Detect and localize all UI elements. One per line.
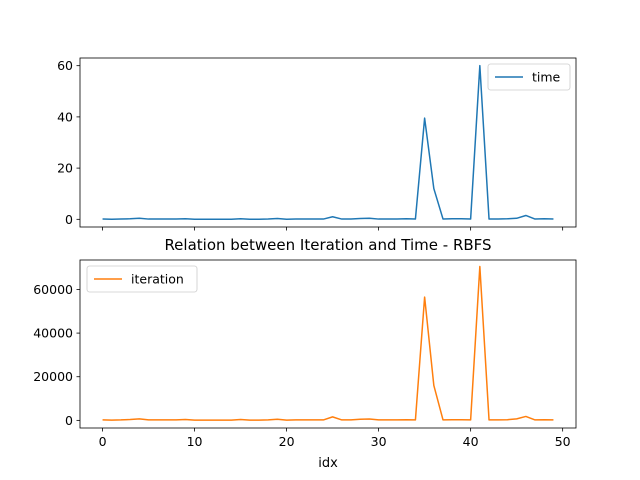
iteration-y-tick-label: 20000 — [33, 369, 73, 384]
iteration-series-line — [102, 265, 554, 421]
time-x-ticks — [102, 227, 564, 231]
time-legend-label: time — [532, 70, 561, 85]
iteration-x-tick-label: 0 — [99, 434, 107, 449]
iteration-y-tick-label: 60000 — [33, 282, 73, 297]
iteration-y-ticks: 0 20000 40000 60000 — [33, 282, 80, 428]
plot-title: Relation between Iteration and Time - RB… — [164, 236, 491, 254]
iteration-legend-box — [86, 265, 198, 293]
iteration-x-tick-label: 30 — [371, 434, 387, 449]
iteration-y-tick-label: 40000 — [33, 326, 73, 341]
iteration-x-ticks: 0 10 20 30 40 50 — [99, 428, 571, 449]
time-subplot: 0 20 40 60 time — [57, 57, 577, 231]
iteration-x-tick-label: 10 — [187, 434, 203, 449]
iteration-legend-label: iteration — [131, 272, 184, 287]
time-series-lines — [102, 64, 554, 220]
iteration-series-lines — [102, 265, 554, 421]
iteration-legend: iteration — [86, 265, 198, 293]
iteration-subplot: 0 10 20 30 40 50 0 20000 40000 60000 iteration — [33, 259, 577, 449]
iteration-y-tick-label: 0 — [65, 413, 73, 428]
x-axis-label: idx — [318, 456, 338, 471]
time-plot-frame — [79, 57, 577, 228]
time-legend-box — [487, 63, 571, 91]
time-legend: time — [487, 63, 571, 91]
time-y-ticks: 0 20 40 60 — [57, 58, 80, 227]
time-y-tick-label: 20 — [57, 161, 73, 176]
iteration-x-tick-label: 20 — [279, 434, 295, 449]
time-y-tick-label: 60 — [57, 58, 73, 73]
iteration-plot-frame — [79, 259, 577, 429]
time-y-tick-label: 0 — [65, 212, 73, 227]
iteration-x-tick-label: 50 — [555, 434, 571, 449]
time-y-tick-label: 40 — [57, 109, 73, 124]
time-series-line — [102, 64, 554, 220]
iteration-x-tick-label: 40 — [463, 434, 479, 449]
